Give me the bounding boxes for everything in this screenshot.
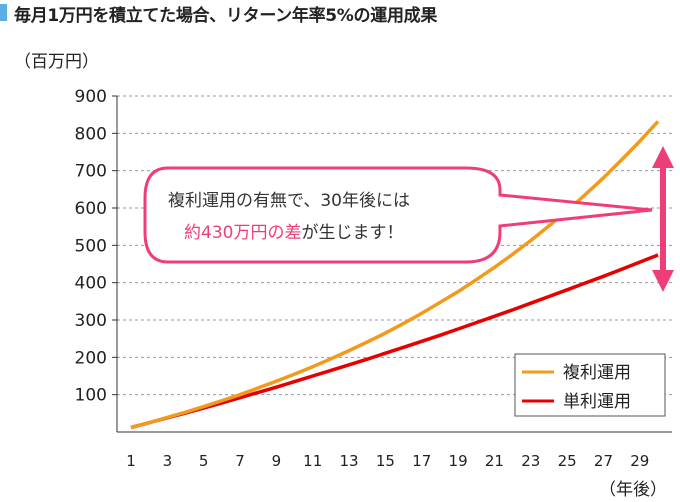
y-tick-label: 400 <box>75 274 107 294</box>
annotation-highlight: 約430万円の差 <box>184 223 301 243</box>
y-tick-label: 100 <box>75 386 107 406</box>
y-tick-label: 200 <box>75 348 107 368</box>
x-tick-label: 19 <box>449 452 468 470</box>
x-tick-label: 17 <box>412 452 431 470</box>
x-tick-label: 1 <box>126 452 136 470</box>
legend-box <box>514 353 666 417</box>
difference-arrow <box>652 146 674 292</box>
series-line <box>130 253 659 430</box>
x-tick-labels: 1 3 5 7 9 11 13 15 17 19 21 23 25 27 29 <box>126 452 649 470</box>
x-tick-label: 9 <box>272 452 282 470</box>
legend-label-compound: 複利運用 <box>563 363 631 383</box>
x-axis-unit: （年後） <box>599 480 667 500</box>
legend-label-simple: 単利運用 <box>563 392 631 412</box>
chart-title: 毎月1万円を積立てた場合、リターン年率5%の運用成果 <box>14 6 438 26</box>
axes <box>116 96 672 433</box>
annotation-line2: 約430万円の差が生じます！ <box>184 223 403 243</box>
x-tick-label: 25 <box>558 452 577 470</box>
legend: 複利運用 単利運用 <box>514 353 666 417</box>
arrow-head-down <box>652 270 674 292</box>
x-tick-label: 23 <box>521 452 540 470</box>
y-tick-labels: 100 200 300 400 500 600 700 800 900 <box>75 87 107 406</box>
x-tick-label: 13 <box>340 452 359 470</box>
callout-bubble <box>143 166 653 264</box>
y-tick-label: 700 <box>75 162 107 182</box>
y-axis-unit: （百万円） <box>14 52 99 72</box>
y-tick-label: 500 <box>75 236 107 256</box>
x-tick-label: 7 <box>235 452 245 470</box>
x-tick-label: 21 <box>485 452 504 470</box>
x-tick-label: 27 <box>594 452 613 470</box>
annotation-line1: 複利運用の有無で、30年後には <box>168 191 410 211</box>
y-tick-label: 900 <box>75 87 107 107</box>
x-tick-label: 5 <box>199 452 209 470</box>
y-tick-label: 300 <box>75 311 107 331</box>
x-tick-label: 3 <box>163 452 173 470</box>
x-tick-label: 29 <box>630 452 649 470</box>
y-tick-label: 600 <box>75 199 107 219</box>
y-tick-label: 800 <box>75 124 107 144</box>
annotation-callout: 複利運用の有無で、30年後には 約430万円の差が生じます！ <box>143 166 653 264</box>
title-marker <box>0 4 7 21</box>
annotation-rest: が生じます！ <box>301 223 403 243</box>
arrow-head-up <box>652 146 674 168</box>
x-tick-label: 15 <box>376 452 395 470</box>
x-tick-label: 11 <box>303 452 322 470</box>
